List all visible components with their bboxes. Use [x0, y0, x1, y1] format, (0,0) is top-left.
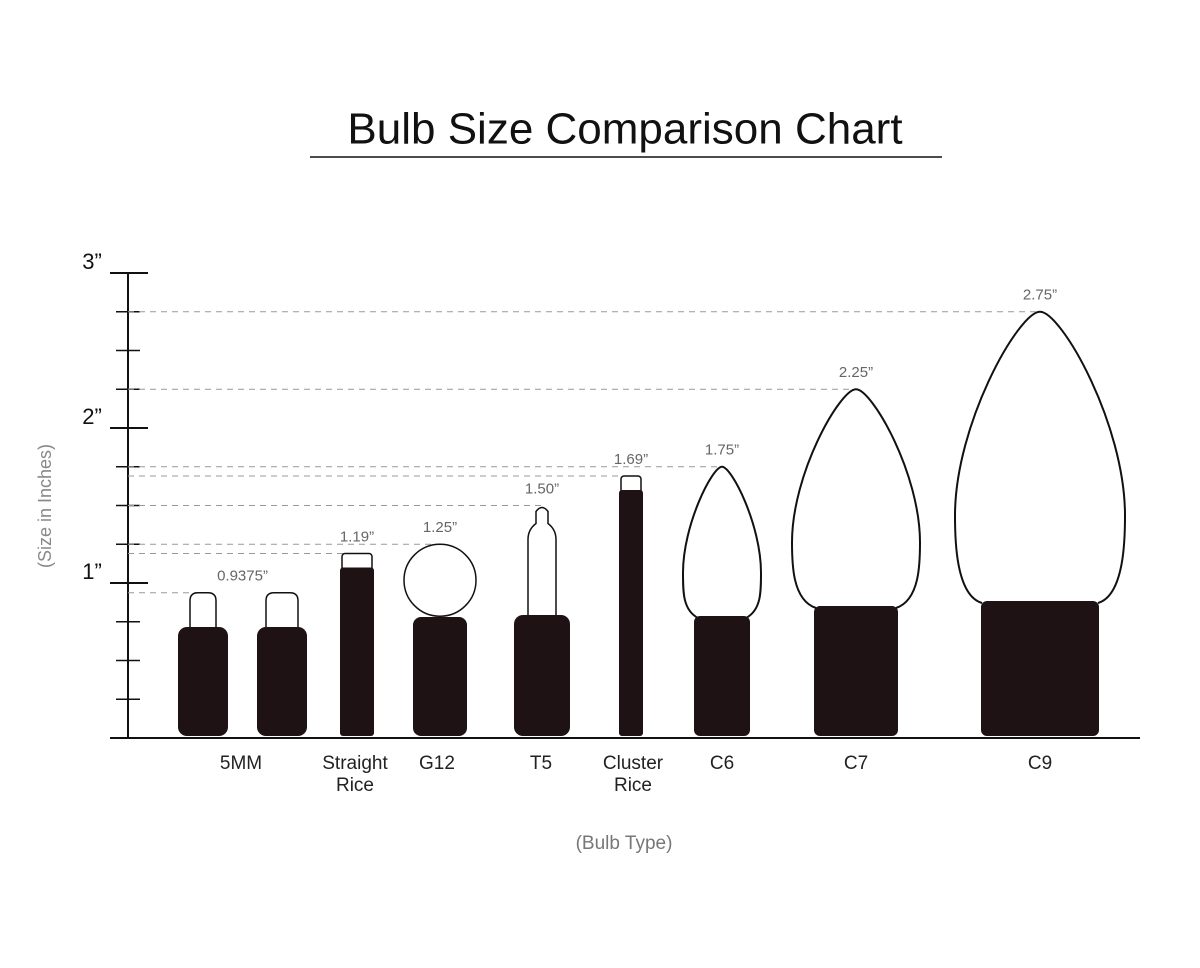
- x-tick-label: C7: [843, 753, 869, 774]
- bulb-base: [514, 615, 570, 736]
- bulb-base: [340, 567, 374, 736]
- x-tick-label: G12: [419, 753, 455, 774]
- bulb: [953, 310, 1127, 736]
- bulb-glass: [403, 543, 477, 617]
- y-axis-label: (Size in Inches): [35, 444, 55, 568]
- bulb-base: [981, 601, 1099, 736]
- x-tick-label: T5: [529, 753, 553, 774]
- bulb: [514, 506, 570, 736]
- bulb-base: [178, 627, 228, 736]
- x-tick-label: Straight Rice: [322, 753, 388, 796]
- bulb-glass: [189, 591, 217, 632]
- y-tick-label: 2”: [82, 404, 102, 429]
- bulb: [257, 591, 307, 736]
- value-label: 1.19”: [340, 529, 374, 546]
- x-tick-label: 5MM: [219, 753, 263, 774]
- bulb: [340, 552, 374, 736]
- value-label: 1.25”: [423, 519, 457, 536]
- value-label: 2.75”: [1023, 287, 1057, 304]
- bulb-base: [257, 627, 307, 736]
- chart-title: Bulb Size Comparison Chart: [347, 105, 902, 154]
- bulb: [178, 591, 228, 736]
- y-tick-label: 3”: [82, 249, 102, 274]
- bulb-glass: [527, 506, 557, 620]
- bulb: [619, 475, 643, 736]
- value-label: 1.69”: [614, 451, 648, 468]
- x-axis-label: (Bulb Type): [576, 833, 673, 854]
- bulb: [681, 465, 763, 736]
- bulb-base: [619, 490, 643, 736]
- value-label: 2.25”: [839, 364, 873, 381]
- x-tick-label: C9: [1027, 753, 1053, 774]
- value-label: 1.75”: [705, 442, 739, 459]
- bulb-glass: [953, 310, 1127, 604]
- x-tick-label: C6: [709, 753, 735, 774]
- y-tick-label: 1”: [82, 559, 102, 584]
- bulb-base: [814, 606, 898, 736]
- bulb-base: [694, 616, 750, 736]
- bulb-base: [413, 617, 467, 736]
- bulb-glass: [790, 388, 922, 609]
- bulb: [790, 388, 922, 736]
- value-label: 1.50”: [525, 480, 559, 497]
- bulb-glass: [265, 591, 299, 632]
- bulb: [403, 543, 477, 736]
- x-tick-label: Cluster Rice: [602, 753, 664, 796]
- bulb-glass: [681, 465, 763, 619]
- value-label: 0.9375”: [217, 568, 268, 585]
